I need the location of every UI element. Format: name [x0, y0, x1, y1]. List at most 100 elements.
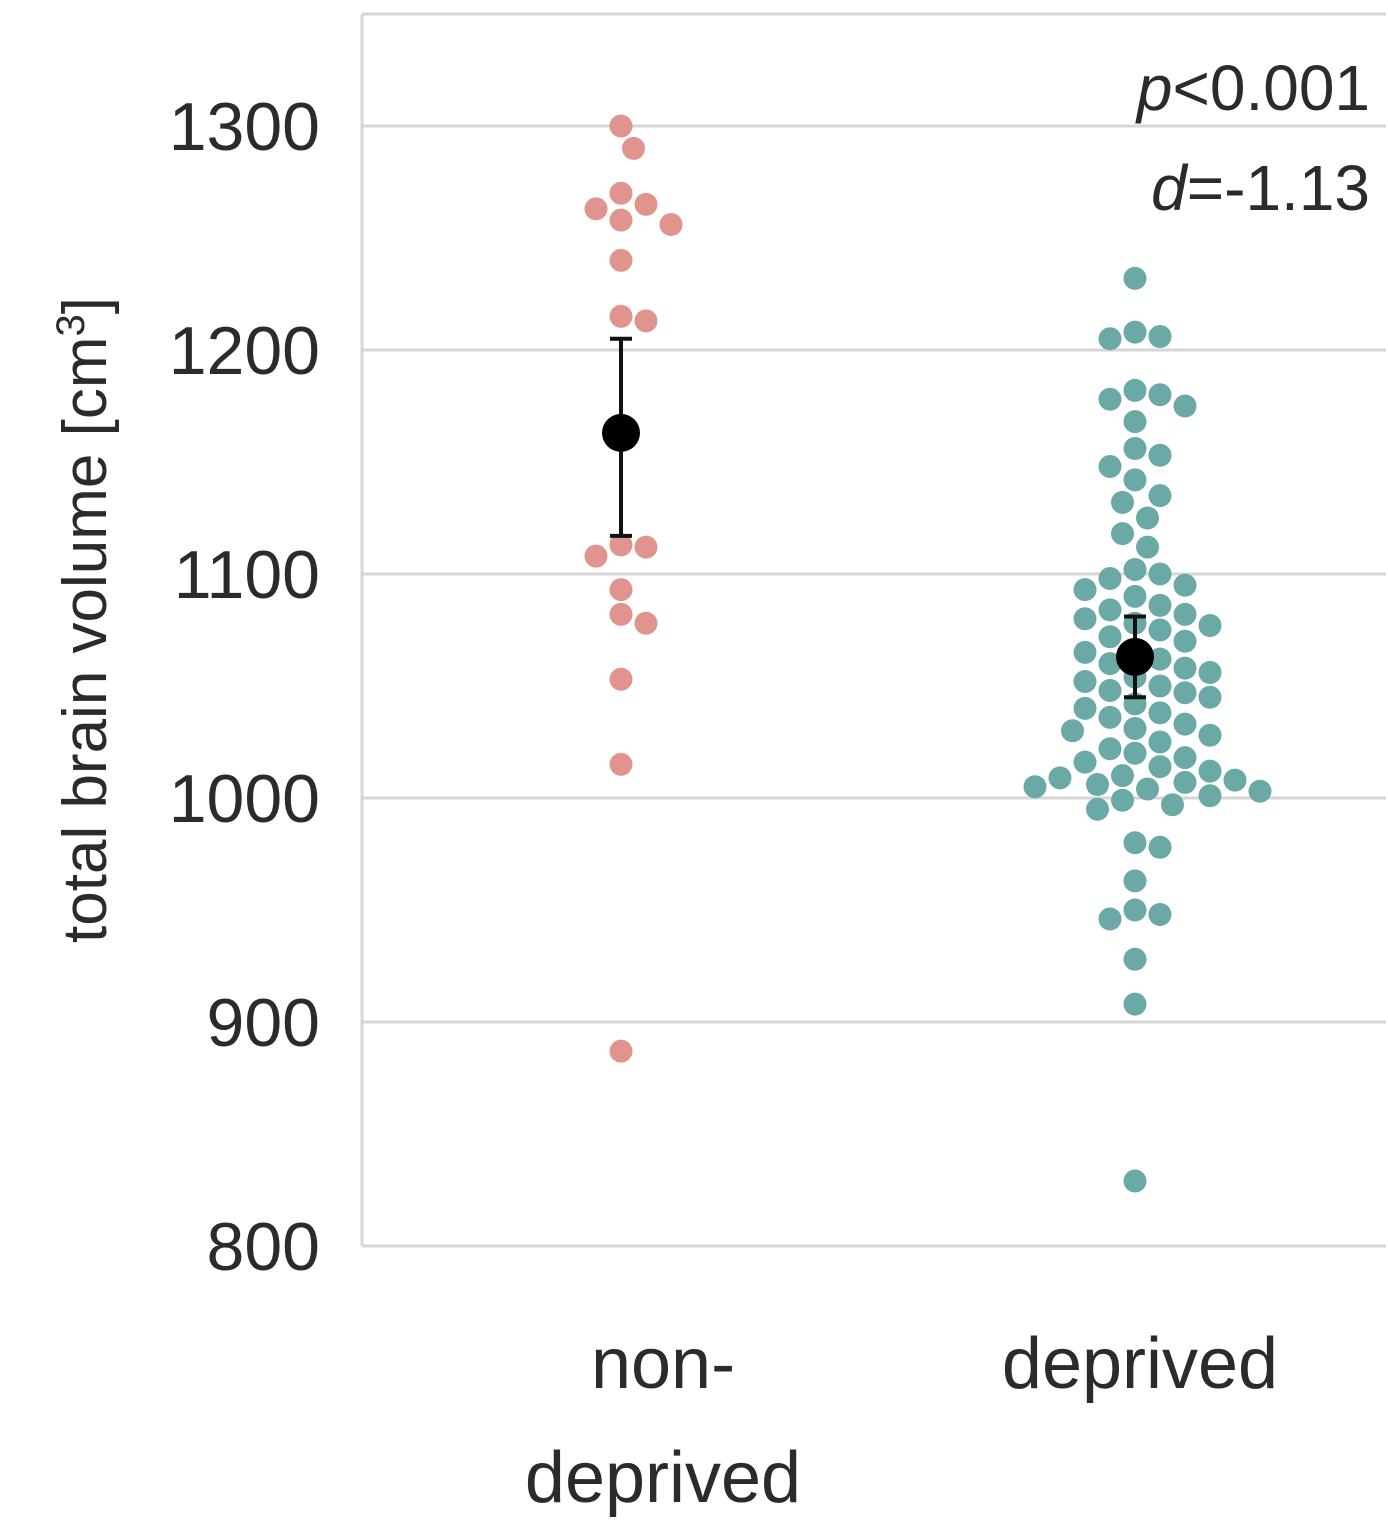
data-point-series-2: [1098, 598, 1122, 622]
data-point-series-2: [1148, 484, 1172, 508]
data-point-series-2: [1098, 387, 1122, 411]
data-point-series-1: [622, 136, 645, 160]
category-label-1-line-2: deprived: [525, 1438, 801, 1518]
data-point-series-2: [1073, 607, 1097, 631]
data-point-series-2: [1173, 394, 1197, 418]
data-point-series-2: [1098, 652, 1122, 676]
data-point-series-2: [1111, 490, 1134, 514]
data-point-series-2: [1148, 902, 1172, 926]
data-point-series-2: [1148, 701, 1172, 725]
data-point-series-1: [609, 533, 633, 557]
data-point-series-2: [1098, 737, 1122, 761]
mean-marker-series-2: [1116, 637, 1154, 676]
data-point-series-2: [1173, 629, 1197, 653]
data-point-series-2: [1123, 741, 1147, 765]
data-point-series-2: [1148, 593, 1172, 617]
y-tick-label-900: 900: [207, 985, 320, 1061]
data-point-series-2: [1098, 566, 1122, 590]
data-point-series-2: [1198, 614, 1222, 638]
data-point-series-2: [1148, 647, 1172, 671]
data-point-series-2: [1073, 670, 1097, 694]
data-point-series-2: [1198, 685, 1222, 709]
data-point-series-2: [1111, 764, 1134, 788]
data-point-series-2: [1048, 766, 1072, 790]
data-point-series-2: [1098, 327, 1122, 351]
grid-layer: [362, 124, 1386, 1024]
data-point-series-2: [1148, 562, 1172, 586]
data-point-series-2: [1061, 719, 1084, 743]
error-bars: [602, 336, 1154, 700]
data-point-series-2: [1198, 661, 1222, 685]
y-tick-label-1200: 1200: [169, 313, 320, 389]
data-point-series-2: [1223, 768, 1247, 792]
data-point-series-1: [609, 1039, 633, 1063]
y-axis-title: total brain volume [cm3]: [49, 297, 120, 943]
y-tick-labels: 800 900 1000 1100 1200 1300: [169, 89, 320, 1285]
plot-frame: [360, 12, 1386, 1248]
data-point-series-2: [1073, 578, 1097, 602]
data-point-series-2: [1123, 558, 1147, 582]
data-point-series-2: [1173, 573, 1197, 597]
data-point-series-1: [584, 197, 608, 221]
category-label-1-line-1: non-: [591, 1324, 735, 1404]
data-point-series-1: [609, 181, 633, 205]
data-point-series-2: [1123, 584, 1147, 608]
data-point-series-2: [1148, 674, 1172, 698]
data-point-series-2: [1148, 618, 1172, 642]
data-point-series-1: [609, 208, 633, 232]
data-point-series-2: [1136, 535, 1159, 559]
data-point-series-2: [1161, 793, 1184, 817]
mean-marker-series-1: [602, 413, 640, 452]
data-point-series-2: [1098, 907, 1122, 931]
data-point-series-2: [1111, 522, 1134, 546]
data-point-series-2: [1098, 705, 1122, 729]
y-axis-title-superscript: 3: [49, 314, 93, 336]
data-point-series-2: [1098, 454, 1122, 478]
data-points: [584, 114, 1272, 1193]
data-point-series-1: [609, 602, 633, 626]
statistics-annotation: p<0.001 d=-1.13: [1135, 52, 1370, 224]
y-axis-title-group: total brain volume [cm3]: [49, 297, 120, 943]
data-point-series-2: [1173, 712, 1197, 736]
data-point-series-2: [1023, 775, 1047, 799]
data-point-series-2: [1098, 625, 1122, 649]
data-point-series-1: [609, 667, 633, 691]
data-point-series-2: [1136, 777, 1159, 801]
data-point-series-1: [634, 309, 658, 333]
y-tick-label-1300: 1300: [169, 89, 320, 165]
data-point-series-1: [609, 578, 633, 602]
data-point-series-2: [1123, 831, 1147, 855]
data-point-series-2: [1173, 681, 1197, 705]
y-tick-label-1000: 1000: [169, 761, 320, 837]
data-point-series-2: [1173, 770, 1197, 794]
data-point-series-2: [1148, 383, 1172, 407]
data-point-series-2: [1073, 640, 1097, 664]
data-point-series-1: [609, 248, 633, 272]
y-tick-label-1100: 1100: [174, 537, 320, 613]
data-point-series-2: [1086, 773, 1109, 797]
data-point-series-2: [1248, 779, 1272, 803]
data-point-series-2: [1123, 410, 1147, 434]
data-point-series-2: [1123, 947, 1147, 971]
data-point-series-2: [1123, 468, 1147, 492]
data-point-series-2: [1073, 696, 1097, 720]
data-point-series-1: [634, 535, 658, 559]
data-point-series-2: [1198, 723, 1222, 747]
data-point-series-2: [1123, 320, 1147, 344]
data-point-series-1: [634, 611, 658, 635]
data-point-series-1: [659, 213, 683, 237]
data-point-series-2: [1111, 788, 1134, 812]
data-point-series-2: [1148, 443, 1172, 467]
data-point-series-2: [1148, 835, 1172, 859]
data-point-series-2: [1073, 750, 1097, 774]
data-point-series-1: [634, 192, 658, 216]
data-point-series-2: [1148, 730, 1172, 754]
data-point-series-2: [1148, 755, 1172, 779]
data-point-series-2: [1173, 746, 1197, 770]
effect-size-annotation: d=-1.13: [1151, 152, 1370, 224]
data-point-series-1: [609, 114, 633, 138]
data-point-series-2: [1123, 992, 1147, 1016]
data-point-series-2: [1148, 325, 1172, 349]
